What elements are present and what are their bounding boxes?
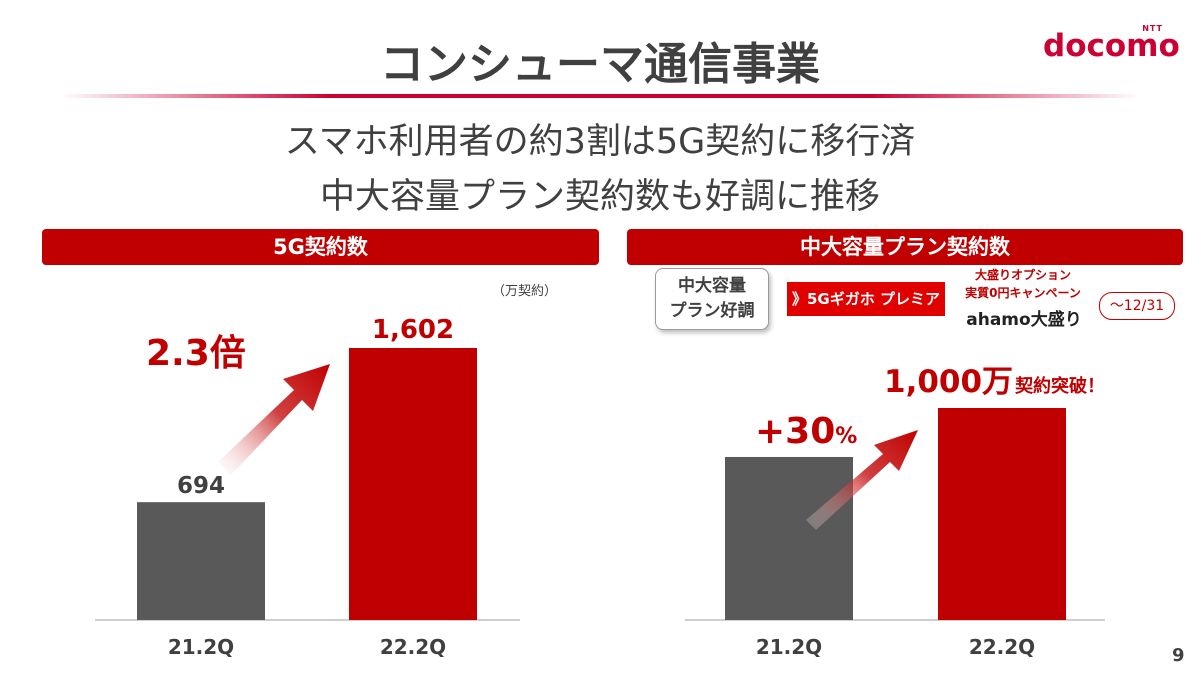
growth-arrow-icon (218, 364, 330, 476)
chart-5g-value-label-22-2q: 1,602 (372, 315, 454, 345)
chart-plan-growth-number: +30 (755, 411, 835, 452)
chart-5g-growth-label: 2.3倍 (146, 333, 246, 374)
chart-5g-category-22-2q: 22.2Q (380, 635, 446, 659)
logo-docomo-text: docomo (1043, 28, 1180, 64)
chart-5g-title-banner: 5G契約数 (42, 229, 599, 265)
chart-plan-growth-label: +30% (755, 411, 857, 452)
chart-plan-value-suffix: 契約突破！ (1014, 375, 1105, 397)
chart-plan-title-banner: 中大容量プラン契約数 (627, 229, 1183, 265)
gigaho-premier-badge: 》5Gギガホ プレミア (787, 282, 945, 316)
chart-5g-category-21-2q: 21.2Q (168, 635, 234, 659)
title-underline (60, 94, 1140, 98)
campaign-line-2: 実質0円キャンペーン (965, 286, 1081, 300)
page-number: 9 (1172, 645, 1185, 666)
page-title: コンシューマ通信事業 (380, 39, 820, 90)
chart-plan-category-21-2q: 21.2Q (756, 635, 822, 659)
ahamo-oomori-logo: ahamo大盛り (966, 310, 1082, 330)
chart-plan-value-label-22-2q: 1,000万 契約突破！ (884, 364, 1105, 400)
pill-line-1: 中大容量 (678, 276, 746, 296)
unit-label: （万契約） (492, 284, 558, 299)
chart-5g-value-label-21-2q: 694 (177, 473, 225, 499)
plan-popular-pill: 中大容量 プラン好調 (655, 268, 769, 330)
chart-5g-contracts: 694 1,602 21.2Q 22.2Q 2.3倍 (95, 315, 520, 659)
chart-plan-contracts: 21.2Q 22.2Q +30% 1,000万 契約突破！ (685, 364, 1105, 659)
growth-arrow-icon (806, 430, 918, 530)
chart-plan-bar-22-2q (938, 408, 1066, 620)
subtitle-line-2: 中大容量プラン契約数も好調に推移 (319, 177, 880, 217)
chart-5g-bar-22-2q (349, 348, 477, 620)
chart-plan-category-22-2q: 22.2Q (969, 635, 1035, 659)
docomo-logo: NTT docomo (1035, 22, 1185, 72)
pill-line-2: プラン好調 (669, 301, 755, 321)
chart-plan-value-main: 1,000万 (884, 364, 1013, 400)
campaign-text: 大盛りオプション 実質0円キャンペーン (952, 266, 1094, 302)
chart-plan-bar-21-2q (725, 456, 853, 620)
subtitle-line-1: スマホ利用者の約3割は5G契約に移行済 (284, 122, 916, 162)
campaign-line-1: 大盛りオプション (974, 268, 1071, 282)
campaign-period-badge: ～12/31 (1099, 292, 1175, 320)
chart-plan-growth-unit: % (835, 424, 857, 449)
logo-ntt-text: NTT (1142, 24, 1163, 33)
chart-5g-bar-21-2q (137, 502, 265, 620)
